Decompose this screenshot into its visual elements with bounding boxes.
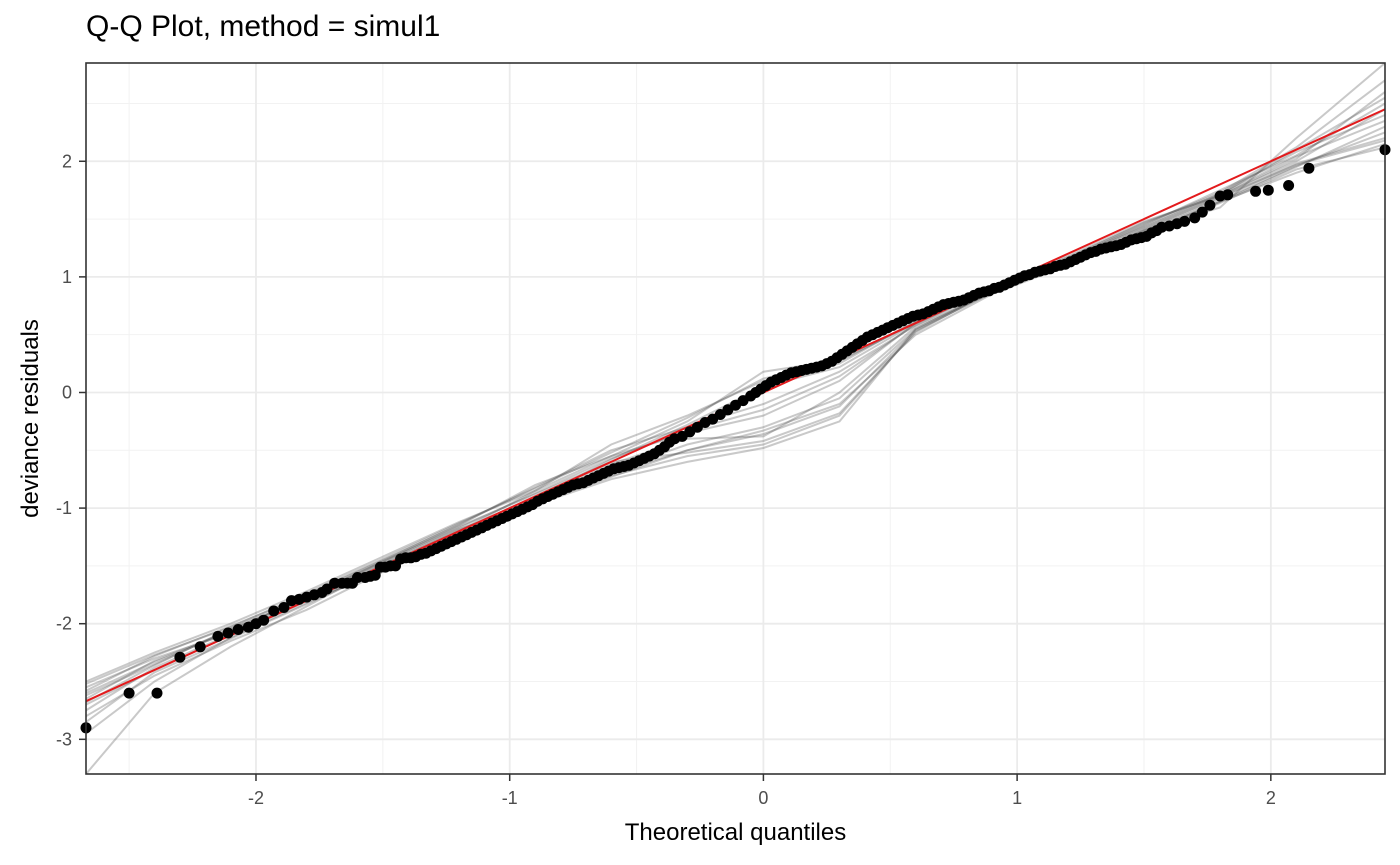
data-point	[1196, 206, 1208, 218]
data-point	[151, 687, 163, 699]
envelope-line	[85, 137, 1386, 718]
panel-border	[85, 62, 1386, 775]
data-point	[1204, 199, 1216, 211]
data-point	[329, 577, 341, 589]
data-point	[1189, 212, 1201, 224]
data-point	[174, 651, 186, 663]
data-point	[232, 624, 244, 635]
x-tick-label: 1	[1012, 788, 1022, 808]
x-tick-label: 0	[758, 788, 768, 808]
y-axis-title: deviance residuals	[17, 319, 44, 518]
y-tick-label: 2	[62, 151, 72, 171]
simulation-envelope	[85, 62, 1386, 775]
y-tick-label: -3	[56, 729, 72, 749]
x-axis-title: Theoretical quantiles	[625, 819, 846, 846]
chart-title: Q-Q Plot, method = simul1	[86, 10, 441, 43]
y-tick-label: 1	[62, 267, 72, 287]
data-point	[212, 630, 224, 642]
data-point	[1262, 184, 1274, 196]
data-point	[123, 687, 135, 699]
data-point	[194, 641, 206, 653]
x-tick-label: 2	[1266, 788, 1276, 808]
x-tick-label: -1	[502, 788, 518, 808]
data-point	[352, 572, 363, 583]
data-point	[258, 614, 270, 626]
data-point	[278, 602, 290, 613]
y-tick-label: 0	[62, 382, 72, 402]
y-axis: -3 -2 -1 0 1 2	[56, 151, 86, 749]
data-point	[321, 583, 333, 595]
grid-layer	[86, 63, 1385, 774]
data-point	[1283, 180, 1295, 191]
data-point	[1303, 162, 1315, 174]
data-point	[1179, 215, 1191, 227]
data-point	[369, 569, 381, 581]
data-point	[268, 605, 280, 617]
x-axis: -2 -1 0 1 2	[248, 774, 1276, 808]
envelope-line	[85, 146, 1386, 723]
y-tick-label: -1	[56, 498, 72, 518]
data-point	[1222, 189, 1234, 201]
envelope-line	[85, 91, 1386, 683]
data-point	[222, 627, 234, 639]
x-tick-label: -2	[248, 788, 264, 808]
envelope-line	[85, 102, 1386, 689]
envelope-line	[85, 62, 1386, 775]
points-layer	[80, 144, 1391, 734]
data-point	[1250, 185, 1262, 197]
y-tick-label: -2	[56, 614, 72, 634]
